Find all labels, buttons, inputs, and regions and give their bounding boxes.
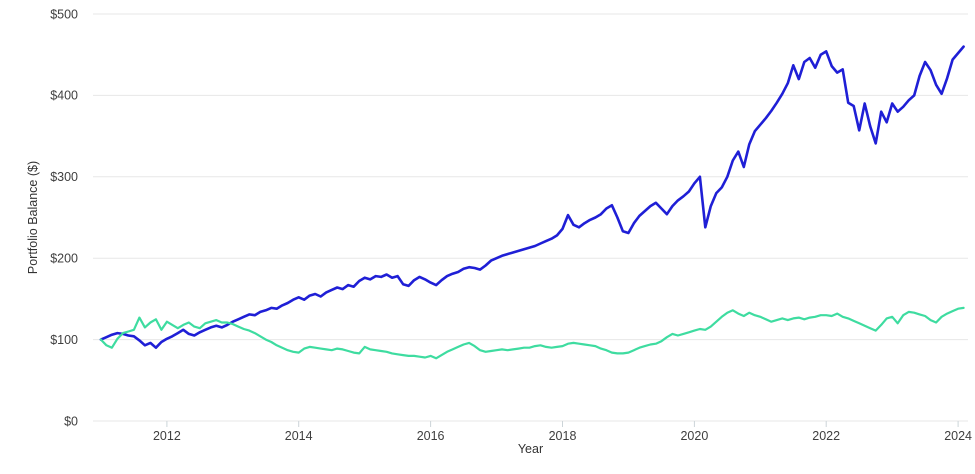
x-tick-label-2022: 2022 xyxy=(812,429,840,443)
y-tick-label-500: $500 xyxy=(50,7,78,21)
blue-series-line xyxy=(99,45,965,350)
y-tick-label-0: $0 xyxy=(64,414,78,428)
x-tick-label-2018: 2018 xyxy=(549,429,577,443)
x-tick-label-2024: 2024 xyxy=(944,429,972,443)
x-axis-tick-labels: 2012 2014 2016 2018 2020 2022 2024 xyxy=(153,429,972,443)
teal-series-line xyxy=(99,306,965,360)
x-tick-label-2016: 2016 xyxy=(417,429,445,443)
series-lines xyxy=(99,45,965,360)
y-tick-label-200: $200 xyxy=(50,252,78,266)
x-axis-tick-marks xyxy=(166,421,959,427)
y-axis-title: Portfolio Balance ($) xyxy=(26,161,40,274)
gridlines xyxy=(93,13,968,422)
y-tick-label-400: $400 xyxy=(50,89,78,103)
x-tick-label-2012: 2012 xyxy=(153,429,181,443)
y-tick-label-300: $300 xyxy=(50,170,78,184)
x-tick-label-2020: 2020 xyxy=(680,429,708,443)
x-axis-title: Year xyxy=(518,442,543,456)
x-tick-label-2014: 2014 xyxy=(285,429,313,443)
y-axis-tick-labels: $0 $100 $200 $300 $400 $500 xyxy=(50,7,78,428)
y-tick-label-100: $100 xyxy=(50,333,78,347)
